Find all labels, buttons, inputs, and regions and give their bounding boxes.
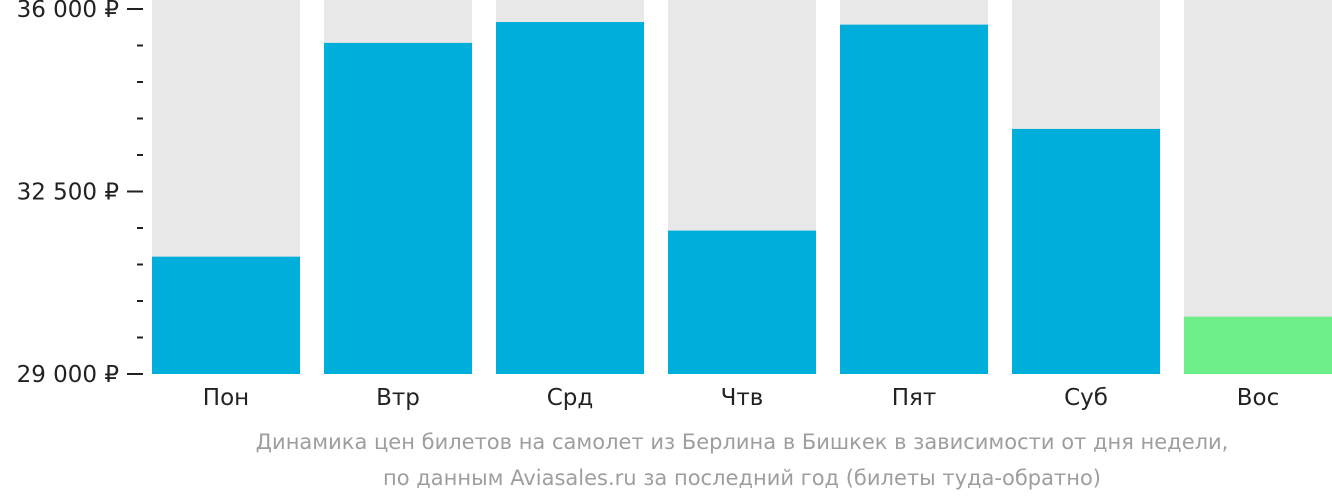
bar-2 <box>324 42 472 375</box>
bar-7 <box>1184 316 1332 374</box>
bar-6 <box>1012 128 1160 374</box>
price-by-weekday-chart: 29 000 ₽ 32 500 ₽ 36 000 ₽ Пон Втр Срд Чтв Пят… <box>17 0 1332 411</box>
y-tick-label: 29 000 ₽ <box>17 362 119 388</box>
x-tick-label: Втр <box>376 385 420 411</box>
x-axis: Пон Втр Срд Чтв Пят Суб Вос <box>203 385 1279 411</box>
bar-3 <box>496 22 644 375</box>
y-tick-label: 36 000 ₽ <box>17 0 119 23</box>
bar-5 <box>840 24 988 375</box>
y-tick-label: 32 500 ₽ <box>17 180 119 206</box>
x-tick-label: Вос <box>1237 385 1280 411</box>
bar-1 <box>152 256 300 374</box>
bar-track <box>1184 0 1332 374</box>
chart-caption-line-2: по данным Aviasales.ru за последний год … <box>383 466 1101 490</box>
bars <box>152 22 1332 375</box>
y-axis: 29 000 ₽ 32 500 ₽ 36 000 ₽ <box>17 0 143 388</box>
x-tick-label: Суб <box>1064 385 1108 411</box>
bar-4 <box>668 230 816 374</box>
x-tick-label: Пон <box>203 385 249 411</box>
x-tick-label: Пят <box>892 385 937 411</box>
x-tick-label: Срд <box>547 385 594 411</box>
chart-caption-line-1: Динамика цен билетов на самолет из Берли… <box>255 430 1229 454</box>
x-tick-label: Чтв <box>721 385 764 411</box>
